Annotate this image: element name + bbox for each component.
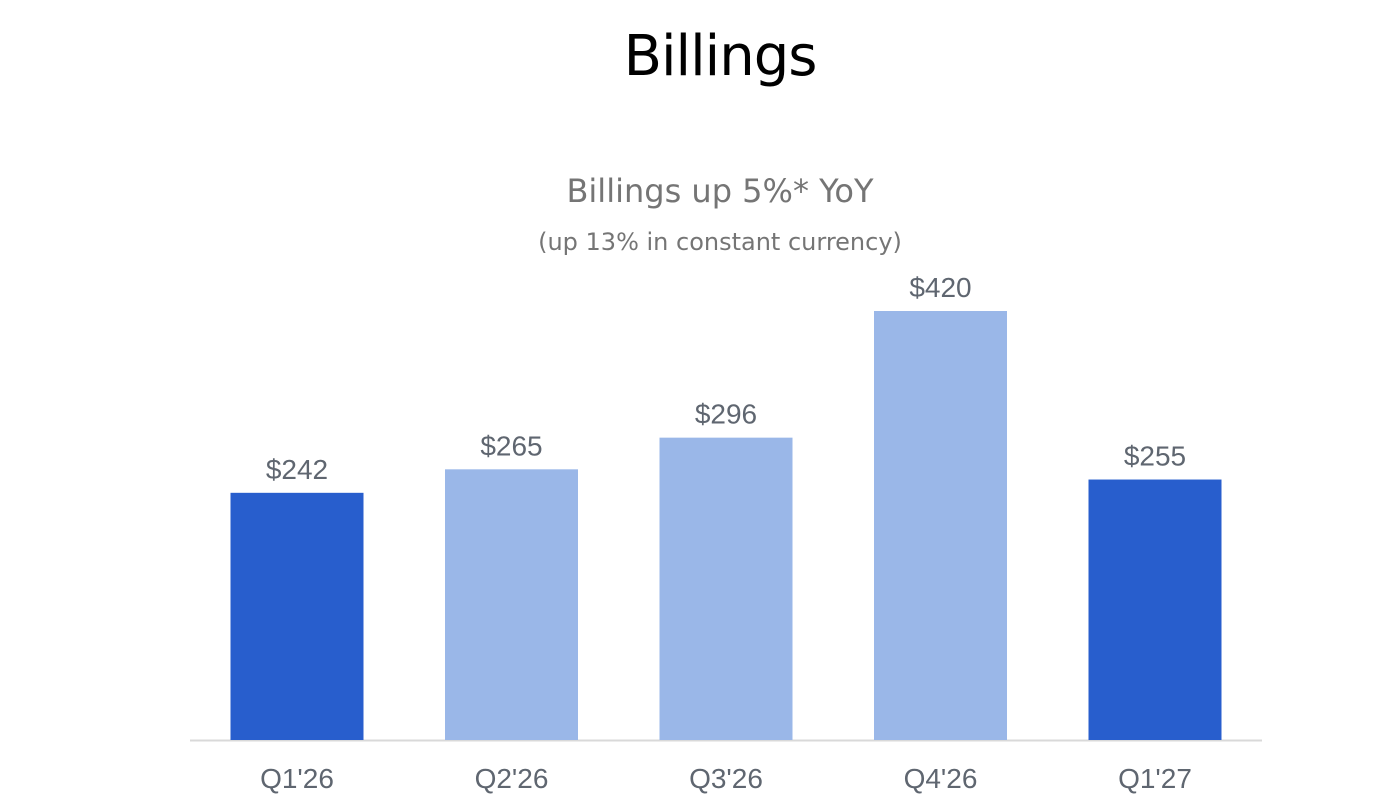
bar-4	[1088, 479, 1222, 740]
data-label-2: $296	[695, 399, 757, 430]
x-tick-label-0: Q1'26	[260, 763, 334, 794]
x-tick-label-1: Q2'26	[475, 763, 549, 794]
data-label-0: $242	[266, 454, 328, 485]
x-tick-label-2: Q3'26	[689, 763, 763, 794]
data-label-1: $265	[480, 430, 542, 461]
data-label-3: $420	[909, 272, 971, 303]
bar-3	[874, 311, 1007, 740]
bar-0	[230, 492, 364, 740]
x-tick-label-4: Q1'27	[1118, 763, 1192, 794]
chart-subtitle: (up 13% in constant currency)	[538, 228, 902, 256]
bar-1	[445, 469, 578, 740]
page-title: Billings	[623, 24, 818, 89]
chart-title: Billings up 5%* YoY	[566, 172, 874, 210]
data-label-4: $255	[1124, 441, 1186, 472]
x-tick-label-3: Q4'26	[904, 763, 978, 794]
bar-2	[659, 437, 793, 740]
